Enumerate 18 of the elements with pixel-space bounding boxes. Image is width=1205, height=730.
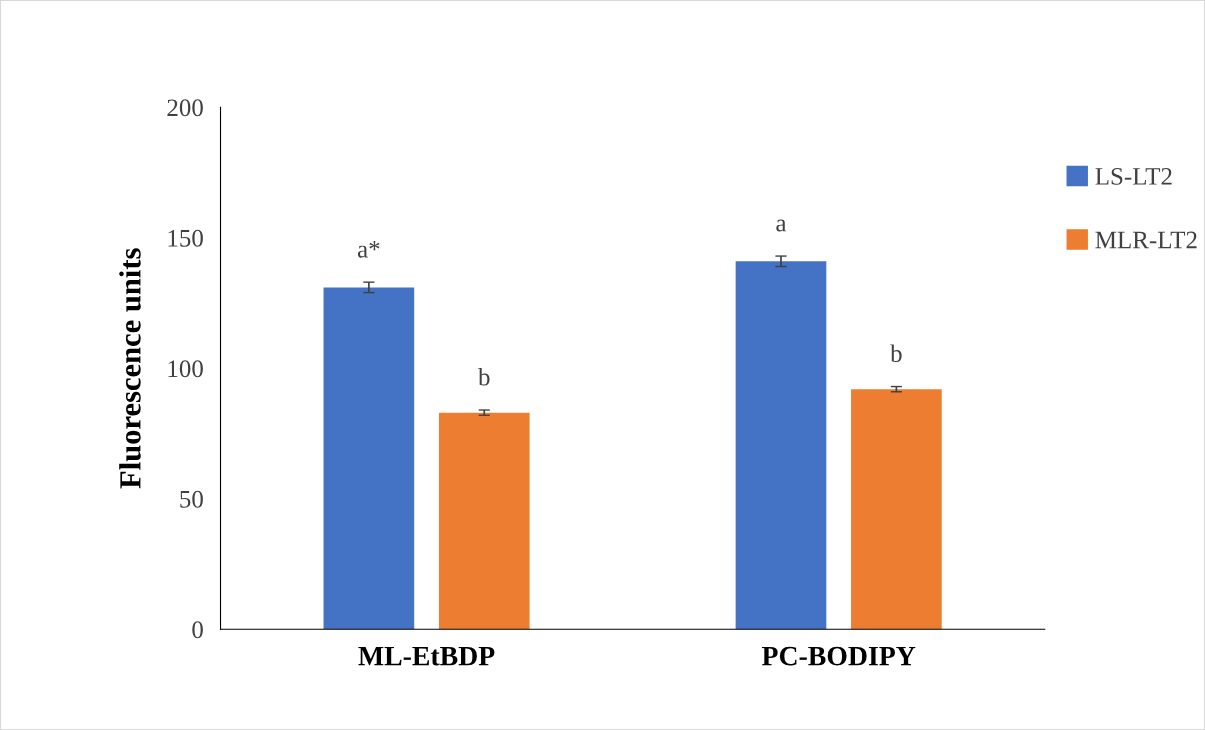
legend-label: LS-LT2 — [1095, 168, 1172, 185]
bar — [438, 412, 530, 630]
y-tick-label: 150 — [168, 229, 203, 247]
data-label: b — [478, 367, 490, 386]
x-tick-label: ML-EtBDP — [358, 647, 495, 666]
bar — [735, 261, 827, 630]
bar — [851, 389, 942, 630]
data-label: a* — [357, 241, 380, 258]
legend-label: MLR-LT2 — [1095, 231, 1197, 249]
y-tick-label: 200 — [167, 99, 203, 117]
bar — [323, 287, 415, 630]
y-tick-label: 0 — [192, 621, 203, 639]
y-tick-label: 100 — [168, 360, 203, 378]
y-tick-label: 50 — [180, 490, 203, 508]
data-label: a — [776, 219, 787, 232]
x-tick-label: PC-BODIPY — [762, 646, 916, 666]
data-label: b — [890, 344, 902, 363]
y-axis-title: Fluorescence units — [119, 248, 141, 489]
